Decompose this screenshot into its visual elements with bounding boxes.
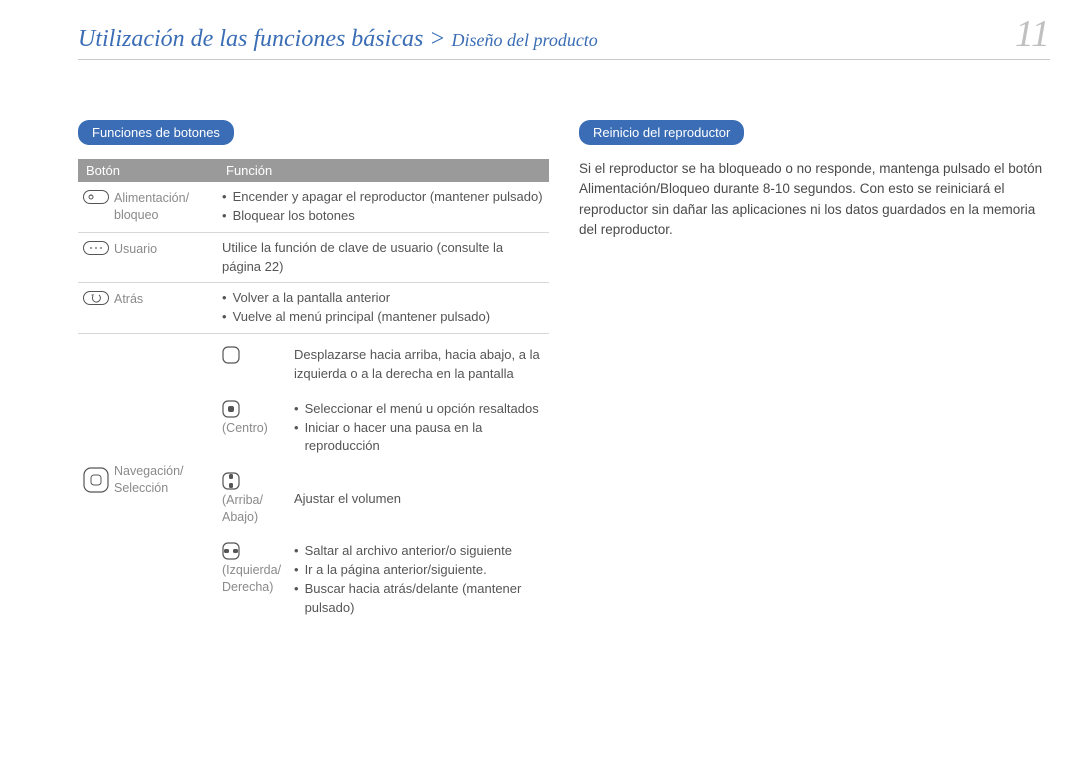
back-icon xyxy=(78,289,114,305)
section-pill-reset: Reinicio del reproductor xyxy=(579,120,744,145)
nav-sublabel: (Arriba/ Abajo) xyxy=(222,492,286,526)
row-label: Navegación/ Selección xyxy=(114,461,218,497)
table-row: Alimentación/ bloqueo •Encender y apagar… xyxy=(78,182,549,233)
bullet-item: •Buscar hacia atrás/delante (mantener pu… xyxy=(294,580,545,618)
th-function: Función xyxy=(218,159,549,182)
square-empty-icon xyxy=(222,346,294,384)
page-header: Utilización de las funciones básicas > D… xyxy=(78,12,1050,60)
table-row: Atrás •Volver a la pantalla anterior •Vu… xyxy=(78,283,549,334)
bullet-item: •Iniciar o hacer una pausa en la reprodu… xyxy=(294,419,545,457)
right-column: Reinicio del reproductor Si el reproduct… xyxy=(579,120,1050,623)
title-sub: Diseño del producto xyxy=(452,30,598,50)
nav-desc: Desplazarse hacia arriba, hacia abajo, a… xyxy=(294,346,545,384)
bullet-item: •Encender y apagar el reproductor (mante… xyxy=(222,188,545,207)
nav-desc: Ajustar el volumen xyxy=(294,490,545,509)
square-horiz-icon: (Izquierda/ Derecha) xyxy=(222,542,294,617)
nav-subrow: (Izquierda/ Derecha) •Saltar al archivo … xyxy=(222,536,545,617)
bullet-item: •Ir a la página anterior/siguiente. xyxy=(294,561,545,580)
nav-subrow: (Centro) •Seleccionar el menú u opción r… xyxy=(222,394,545,467)
bullet-item: •Volver a la pantalla anterior xyxy=(222,289,545,308)
nav-desc: •Seleccionar el menú u opción resaltados… xyxy=(294,400,545,457)
row-label: Alimentación/ bloqueo xyxy=(114,188,218,224)
nav-subrow: Desplazarse hacia arriba, hacia abajo, a… xyxy=(222,340,545,394)
row-label: Usuario xyxy=(114,239,218,258)
row-function: •Encender y apagar el reproductor (mante… xyxy=(218,188,549,226)
square-vert-icon: (Arriba/ Abajo) xyxy=(222,472,294,526)
table-row: Navegación/ Selección Desplazarse hacia … xyxy=(78,334,549,623)
th-button: Botón xyxy=(78,159,218,182)
nav-icon xyxy=(78,465,114,493)
row-label: Atrás xyxy=(114,289,218,308)
title-main: Utilización de las funciones básicas > xyxy=(78,26,446,52)
left-column: Funciones de botones Botón Función Alime… xyxy=(78,120,549,623)
button-table: Botón Función Alimentación/ bloqueo •Enc… xyxy=(78,159,549,623)
user-icon xyxy=(78,239,114,255)
table-header: Botón Función xyxy=(78,159,549,182)
nav-desc: •Saltar al archivo anterior/o siguiente … xyxy=(294,542,545,617)
nav-sublabel: (Centro) xyxy=(222,420,268,437)
row-function: Desplazarse hacia arriba, hacia abajo, a… xyxy=(218,340,549,617)
nav-sublabel: (Izquierda/ Derecha) xyxy=(222,562,286,596)
bullet-item: •Saltar al archivo anterior/o siguiente xyxy=(294,542,545,561)
section-pill-functions: Funciones de botones xyxy=(78,120,234,145)
row-function: •Volver a la pantalla anterior •Vuelve a… xyxy=(218,289,549,327)
nav-subrow: (Arriba/ Abajo) Ajustar el volumen xyxy=(222,466,545,536)
reset-paragraph: Si el reproductor se ha bloqueado o no r… xyxy=(579,159,1050,240)
header-title: Utilización de las funciones básicas > D… xyxy=(78,26,598,53)
bullet-item: •Seleccionar el menú u opción resaltados xyxy=(294,400,545,419)
page-number: 11 xyxy=(1015,12,1050,56)
row-function: Utilice la función de clave de usuario (… xyxy=(218,239,549,277)
content-area: Funciones de botones Botón Función Alime… xyxy=(78,120,1050,623)
bullet-item: •Vuelve al menú principal (mantener puls… xyxy=(222,308,545,327)
bullet-item: •Bloquear los botones xyxy=(222,207,545,226)
table-row: Usuario Utilice la función de clave de u… xyxy=(78,233,549,284)
power-icon xyxy=(78,188,114,204)
square-dot-icon: (Centro) xyxy=(222,400,294,457)
